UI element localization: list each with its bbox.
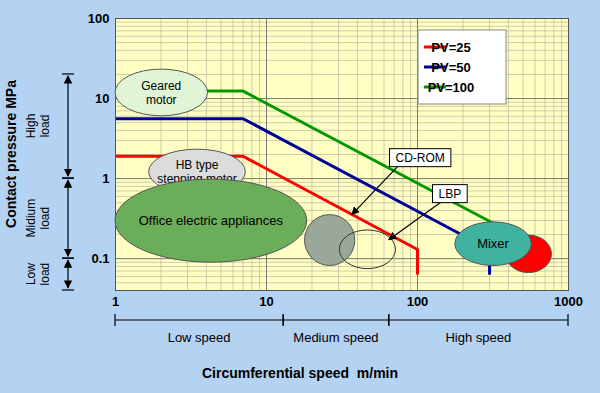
html-text:HB type: HB type	[175, 158, 219, 172]
svg-text:High speed: High speed	[445, 330, 511, 345]
svg-text:Circumferential speed m/min: Circumferential speed m/min	[202, 365, 398, 381]
svg-text:Mixer: Mixer	[477, 236, 509, 251]
svg-text:LBP: LBP	[438, 187, 461, 201]
svg-text:0.1: 0.1	[91, 251, 109, 266]
svg-text:1: 1	[112, 294, 119, 309]
svg-text:10: 10	[259, 294, 273, 309]
svg-text:10: 10	[95, 91, 109, 106]
svg-text:Highload: Highload	[24, 114, 52, 139]
svg-text:PV=25: PV=25	[431, 40, 470, 55]
svg-text:Low speed: Low speed	[168, 330, 231, 345]
svg-text:Midiumload: Midiumload	[24, 199, 52, 238]
svg-text:Lowload: Lowload	[24, 263, 52, 286]
svg-text:CD-ROM: CD-ROM	[396, 151, 445, 165]
svg-text:Contact pressure MPa: Contact pressure MPa	[3, 80, 19, 228]
svg-text:Gearedmotor: Gearedmotor	[141, 79, 181, 107]
svg-text:100: 100	[88, 11, 110, 26]
svg-text:Office electric appliances: Office electric appliances	[139, 213, 284, 228]
html-text:stepping motor: stepping motor	[157, 171, 237, 186]
svg-text:Medium speed: Medium speed	[293, 330, 378, 345]
svg-text:PV=100: PV=100	[428, 80, 475, 95]
svg-text:PV=50: PV=50	[431, 60, 470, 75]
svg-text:1: 1	[102, 171, 109, 186]
svg-text:100: 100	[407, 294, 429, 309]
svg-text:1000: 1000	[554, 294, 583, 309]
